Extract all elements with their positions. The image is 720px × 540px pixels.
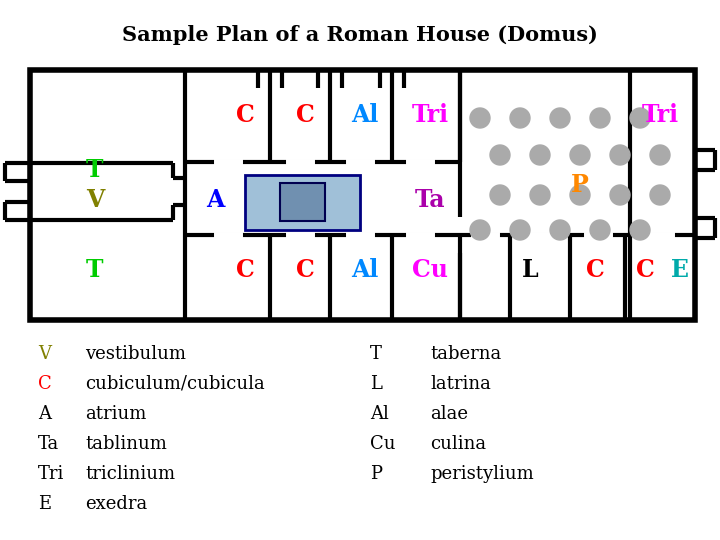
- Circle shape: [490, 185, 510, 205]
- Circle shape: [510, 108, 530, 128]
- Text: A: A: [206, 188, 224, 212]
- Text: L: L: [522, 258, 539, 282]
- Text: Al: Al: [370, 405, 389, 423]
- Text: Al: Al: [351, 258, 379, 282]
- Circle shape: [610, 185, 630, 205]
- Text: C: C: [585, 258, 604, 282]
- Text: triclinium: triclinium: [85, 465, 175, 483]
- Text: C: C: [235, 103, 254, 127]
- Text: P: P: [370, 465, 382, 483]
- Text: V: V: [38, 345, 51, 363]
- Text: exedra: exedra: [85, 495, 148, 513]
- Circle shape: [570, 185, 590, 205]
- Text: Tri: Tri: [38, 465, 64, 483]
- Text: L: L: [370, 375, 382, 393]
- Text: Ta: Ta: [38, 435, 59, 453]
- Text: Al: Al: [351, 103, 379, 127]
- Circle shape: [570, 145, 590, 165]
- Text: Ta: Ta: [415, 188, 445, 212]
- Circle shape: [530, 185, 550, 205]
- Text: C: C: [38, 375, 52, 393]
- Circle shape: [650, 145, 670, 165]
- Text: T: T: [86, 158, 104, 182]
- Text: Sample Plan of a Roman House (Domus): Sample Plan of a Roman House (Domus): [122, 25, 598, 45]
- Circle shape: [590, 220, 610, 240]
- Circle shape: [630, 108, 650, 128]
- Text: Cu: Cu: [412, 258, 448, 282]
- Text: atrium: atrium: [85, 405, 146, 423]
- Text: vestibulum: vestibulum: [85, 345, 186, 363]
- Bar: [280, 183, 325, 221]
- Circle shape: [510, 220, 530, 240]
- Text: P: P: [571, 173, 589, 197]
- Circle shape: [650, 185, 670, 205]
- Circle shape: [550, 108, 570, 128]
- Text: E: E: [671, 258, 689, 282]
- Text: C: C: [235, 258, 254, 282]
- Text: peristylium: peristylium: [430, 465, 534, 483]
- Text: tablinum: tablinum: [85, 435, 167, 453]
- Text: culina: culina: [430, 435, 486, 453]
- Text: V: V: [86, 188, 104, 212]
- Circle shape: [550, 220, 570, 240]
- Text: C: C: [296, 258, 315, 282]
- Text: Cu: Cu: [370, 435, 395, 453]
- Circle shape: [610, 145, 630, 165]
- Circle shape: [590, 108, 610, 128]
- Text: latrina: latrina: [430, 375, 491, 393]
- Circle shape: [490, 145, 510, 165]
- Text: alae: alae: [430, 405, 468, 423]
- Text: A: A: [38, 405, 51, 423]
- Text: C: C: [296, 103, 315, 127]
- Text: Tri: Tri: [642, 103, 678, 127]
- Text: T: T: [86, 258, 104, 282]
- Text: T: T: [370, 345, 382, 363]
- Text: taberna: taberna: [430, 345, 501, 363]
- Circle shape: [630, 220, 650, 240]
- Circle shape: [470, 108, 490, 128]
- Text: cubiculum/cubicula: cubiculum/cubicula: [85, 375, 265, 393]
- Circle shape: [470, 220, 490, 240]
- Text: E: E: [38, 495, 51, 513]
- Bar: [245, 175, 360, 230]
- Circle shape: [530, 145, 550, 165]
- Bar: [30, 70, 695, 320]
- Text: Tri: Tri: [411, 103, 449, 127]
- Text: C: C: [636, 258, 654, 282]
